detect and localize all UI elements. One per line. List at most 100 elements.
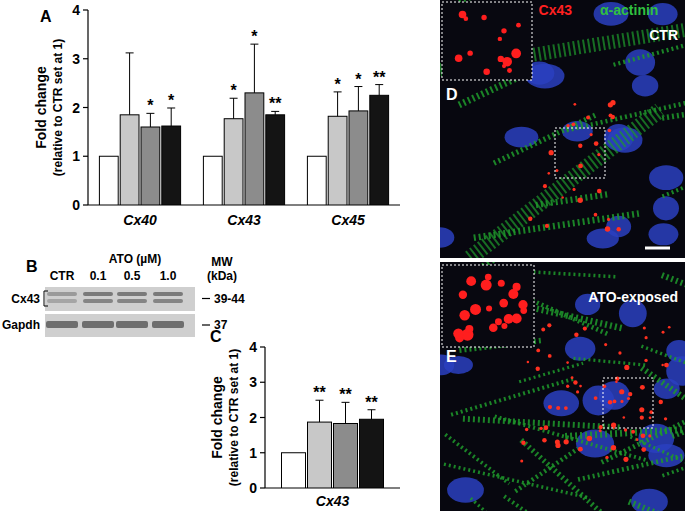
fiber <box>662 428 685 476</box>
cx43-dot <box>643 326 646 329</box>
inset-dot <box>453 328 463 338</box>
tick <box>83 58 88 59</box>
cx43-dot <box>587 436 593 442</box>
fiber <box>463 419 620 428</box>
tick-label: 4 <box>72 2 80 18</box>
significance: ** <box>269 95 282 112</box>
error-bar <box>150 113 151 127</box>
band <box>116 321 148 328</box>
panel-label: E <box>446 348 457 365</box>
bar <box>349 111 368 205</box>
category-label: Cx45 <box>331 212 365 228</box>
bar <box>308 422 332 488</box>
row-label: Gapdh <box>2 318 40 332</box>
inset-dot <box>470 304 481 315</box>
zoom-region <box>555 128 605 178</box>
cx43-dot <box>573 103 576 106</box>
fiber <box>474 214 639 238</box>
tick-label: 1 <box>72 148 80 164</box>
band <box>82 321 114 328</box>
tick <box>260 487 265 488</box>
channel-legend: Cx43α-actinin <box>539 2 659 18</box>
bracket <box>44 291 48 306</box>
inset-dot <box>498 37 502 41</box>
cx43-dot <box>571 376 574 379</box>
inset-dot <box>498 56 504 62</box>
tick <box>260 452 265 453</box>
bar-chart: AFold change(relative to CTR set at 1)01… <box>33 2 400 228</box>
lane-label: 0.5 <box>124 269 141 283</box>
bar <box>266 115 285 205</box>
cx43-dot <box>528 216 532 220</box>
bars <box>282 400 384 488</box>
axis-subtitle: (relative to CTR set at 1) <box>227 349 241 486</box>
nucleus <box>505 127 539 148</box>
membrane <box>45 287 195 337</box>
cx43-dot <box>619 389 624 394</box>
inset-dot <box>501 323 507 329</box>
fiber <box>642 368 685 457</box>
category-label: Cx43 <box>316 493 350 509</box>
inset-dot <box>498 280 505 287</box>
bar <box>307 156 326 205</box>
cx43-dot <box>597 189 602 194</box>
cx43-dot <box>649 416 652 419</box>
cx43-dot <box>577 198 582 203</box>
axis-subtitle: (relative to CTR set at 1) <box>51 39 65 176</box>
fiber <box>602 388 685 463</box>
bar <box>99 156 118 205</box>
tick-label: 2 <box>72 100 80 116</box>
micrograph: EATO-exposed <box>429 185 685 511</box>
inset-dot <box>501 28 506 33</box>
fiber <box>521 440 614 511</box>
western-blot: BATO (µM)CTR0.10.51.0Cx4339-44Gapdh37MW(… <box>2 252 245 337</box>
annotations: ********** <box>147 28 386 114</box>
inset-dot <box>466 276 476 286</box>
cx43-dot <box>521 441 525 445</box>
mw-dash <box>202 298 210 299</box>
inset-dot <box>467 50 472 55</box>
bar <box>245 93 264 205</box>
band <box>47 299 77 303</box>
inset-dot <box>507 68 512 73</box>
bar <box>224 119 243 205</box>
band <box>152 321 184 328</box>
tick-label: 3 <box>72 51 80 67</box>
inset-dot <box>455 54 463 62</box>
cx43-dot <box>548 172 551 175</box>
cx43-dot <box>613 400 617 404</box>
significance: ** <box>313 384 326 401</box>
tick <box>83 204 88 205</box>
significance: * <box>168 92 175 109</box>
blot-title: ATO (µM) <box>109 252 161 266</box>
lane-label: 0.1 <box>90 269 107 283</box>
inset-dot <box>485 274 492 281</box>
cx43-dot <box>664 363 669 368</box>
bar <box>360 419 384 488</box>
tick-label: 1 <box>249 445 257 461</box>
bar <box>328 116 347 205</box>
error-bar <box>358 87 359 111</box>
band <box>153 299 183 303</box>
error-bar <box>345 402 346 423</box>
cx43-dot <box>615 381 618 384</box>
fiber <box>629 502 685 511</box>
band <box>117 292 147 296</box>
cx43-dot <box>649 410 653 414</box>
cx43-dot <box>543 184 547 188</box>
cx43-dot <box>576 390 579 393</box>
tick <box>83 107 88 108</box>
cx43-dot <box>659 400 662 403</box>
tick-label: 0 <box>249 480 257 496</box>
tick-label: 3 <box>249 374 257 390</box>
significance: * <box>251 28 258 45</box>
tick <box>83 156 88 157</box>
cx43-dot <box>659 400 663 404</box>
tick <box>260 382 265 383</box>
error-bar <box>319 400 320 422</box>
inset-dot <box>481 280 492 291</box>
fiber <box>566 92 685 130</box>
inset-dot <box>489 323 498 332</box>
cx43-dot <box>571 122 575 126</box>
membrane-gap <box>45 311 195 314</box>
